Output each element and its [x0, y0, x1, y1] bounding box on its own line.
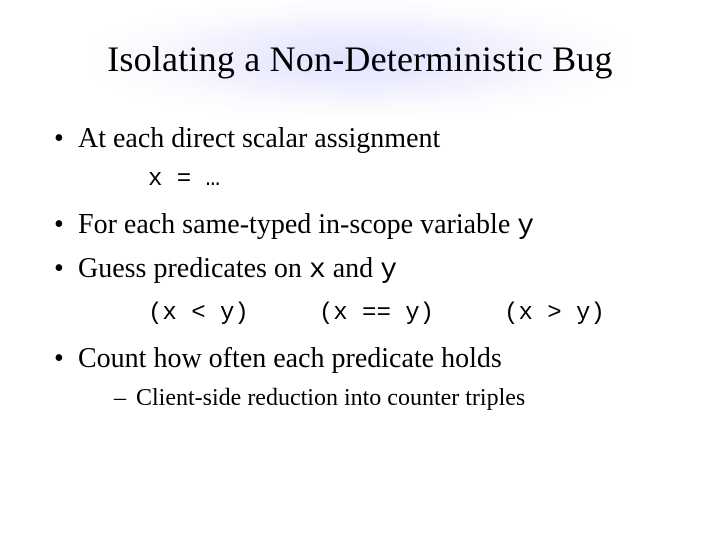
code-y-inline: y — [517, 211, 534, 242]
bullet-assignment-text: At each direct scalar assignment — [78, 123, 440, 154]
code-assignment: x = … — [148, 164, 680, 196]
sub-bullet-reduction: Client-side reduction into counter tripl… — [114, 382, 680, 414]
predicate-eq: (x == y) — [319, 298, 434, 330]
code-y-inline-2: y — [380, 255, 397, 286]
slide: Isolating a Non-Deterministic Bug At eac… — [0, 0, 720, 540]
predicate-lt: (x < y) — [148, 298, 249, 330]
bullet-guess-predicates: Guess predicates on x and y (x < y) (x =… — [50, 250, 680, 330]
predicate-gt: (x > y) — [504, 298, 605, 330]
sub-bullet-list: Client-side reduction into counter tripl… — [114, 382, 680, 414]
bullet-count-text: Count how often each predicate holds — [78, 343, 502, 374]
bullet-guess-prefix: Guess predicates on — [78, 253, 309, 284]
bullet-guess-mid: and — [326, 253, 380, 284]
title-area: Isolating a Non-Deterministic Bug — [40, 38, 680, 80]
predicate-row: (x < y) (x == y) (x > y) — [148, 298, 680, 330]
bullet-list: At each direct scalar assignment x = … F… — [50, 120, 680, 414]
bullet-foreach-variable: For each same-typed in-scope variable y — [50, 206, 680, 246]
bullet-assignment: At each direct scalar assignment x = … — [50, 120, 680, 196]
bullet-count: Count how often each predicate holds Cli… — [50, 340, 680, 414]
bullet-foreach-prefix: For each same-typed in-scope variable — [78, 209, 517, 240]
slide-title: Isolating a Non-Deterministic Bug — [40, 38, 680, 80]
code-x-inline: x — [309, 255, 326, 286]
